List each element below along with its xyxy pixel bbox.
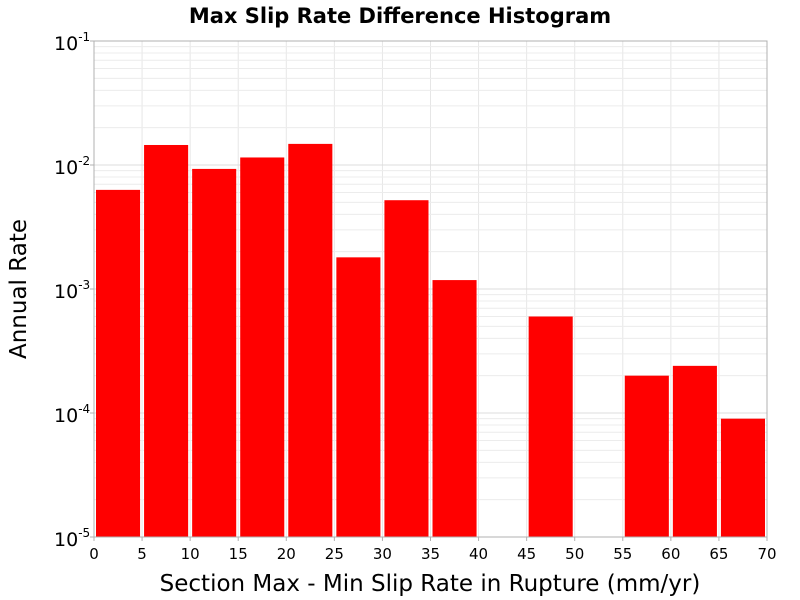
chart-title: Max Slip Rate Difference Histogram [189,4,611,28]
y-tick-label: 10-5 [54,526,90,551]
x-tick-label: 65 [709,545,728,563]
x-tick-label: 15 [229,545,248,563]
x-tick-label: 5 [137,545,147,563]
bar [720,418,765,537]
y-tick-label: 10-2 [54,154,90,179]
x-tick-label: 50 [565,545,584,563]
bar [384,200,429,538]
x-tick-label: 25 [325,545,344,563]
x-tick-label: 60 [661,545,680,563]
bars-group [96,143,765,538]
bar [672,365,717,537]
x-tick-label: 45 [517,545,536,563]
x-tick-label: 30 [373,545,392,563]
y-axis-label: Annual Rate [6,219,32,359]
x-axis-ticks: 0 5 10 15 20 25 30 35 40 45 50 55 60 65 70 [89,537,777,563]
x-tick-label: 10 [181,545,200,563]
bar [288,143,333,537]
x-tick-label: 0 [89,545,99,563]
y-axis-ticks: 10-1 10-2 10-3 10-4 10-5 [54,30,94,551]
bar [96,189,141,537]
bar [144,144,189,538]
x-tick-label: 20 [277,545,296,563]
x-tick-label: 35 [421,545,440,563]
x-tick-label: 40 [469,545,488,563]
bar [192,168,237,537]
bar [432,280,477,537]
y-tick-label: 10-1 [54,30,90,55]
x-axis-label: Section Max - Min Slip Rate in Rupture (… [160,571,701,597]
x-tick-label: 55 [613,545,632,563]
y-tick-label: 10-4 [54,402,90,427]
bar [624,375,669,537]
y-tick-label: 10-3 [54,278,90,303]
bar [240,157,285,538]
bar [336,257,381,537]
bar [528,316,573,537]
x-tick-label: 70 [757,545,776,563]
